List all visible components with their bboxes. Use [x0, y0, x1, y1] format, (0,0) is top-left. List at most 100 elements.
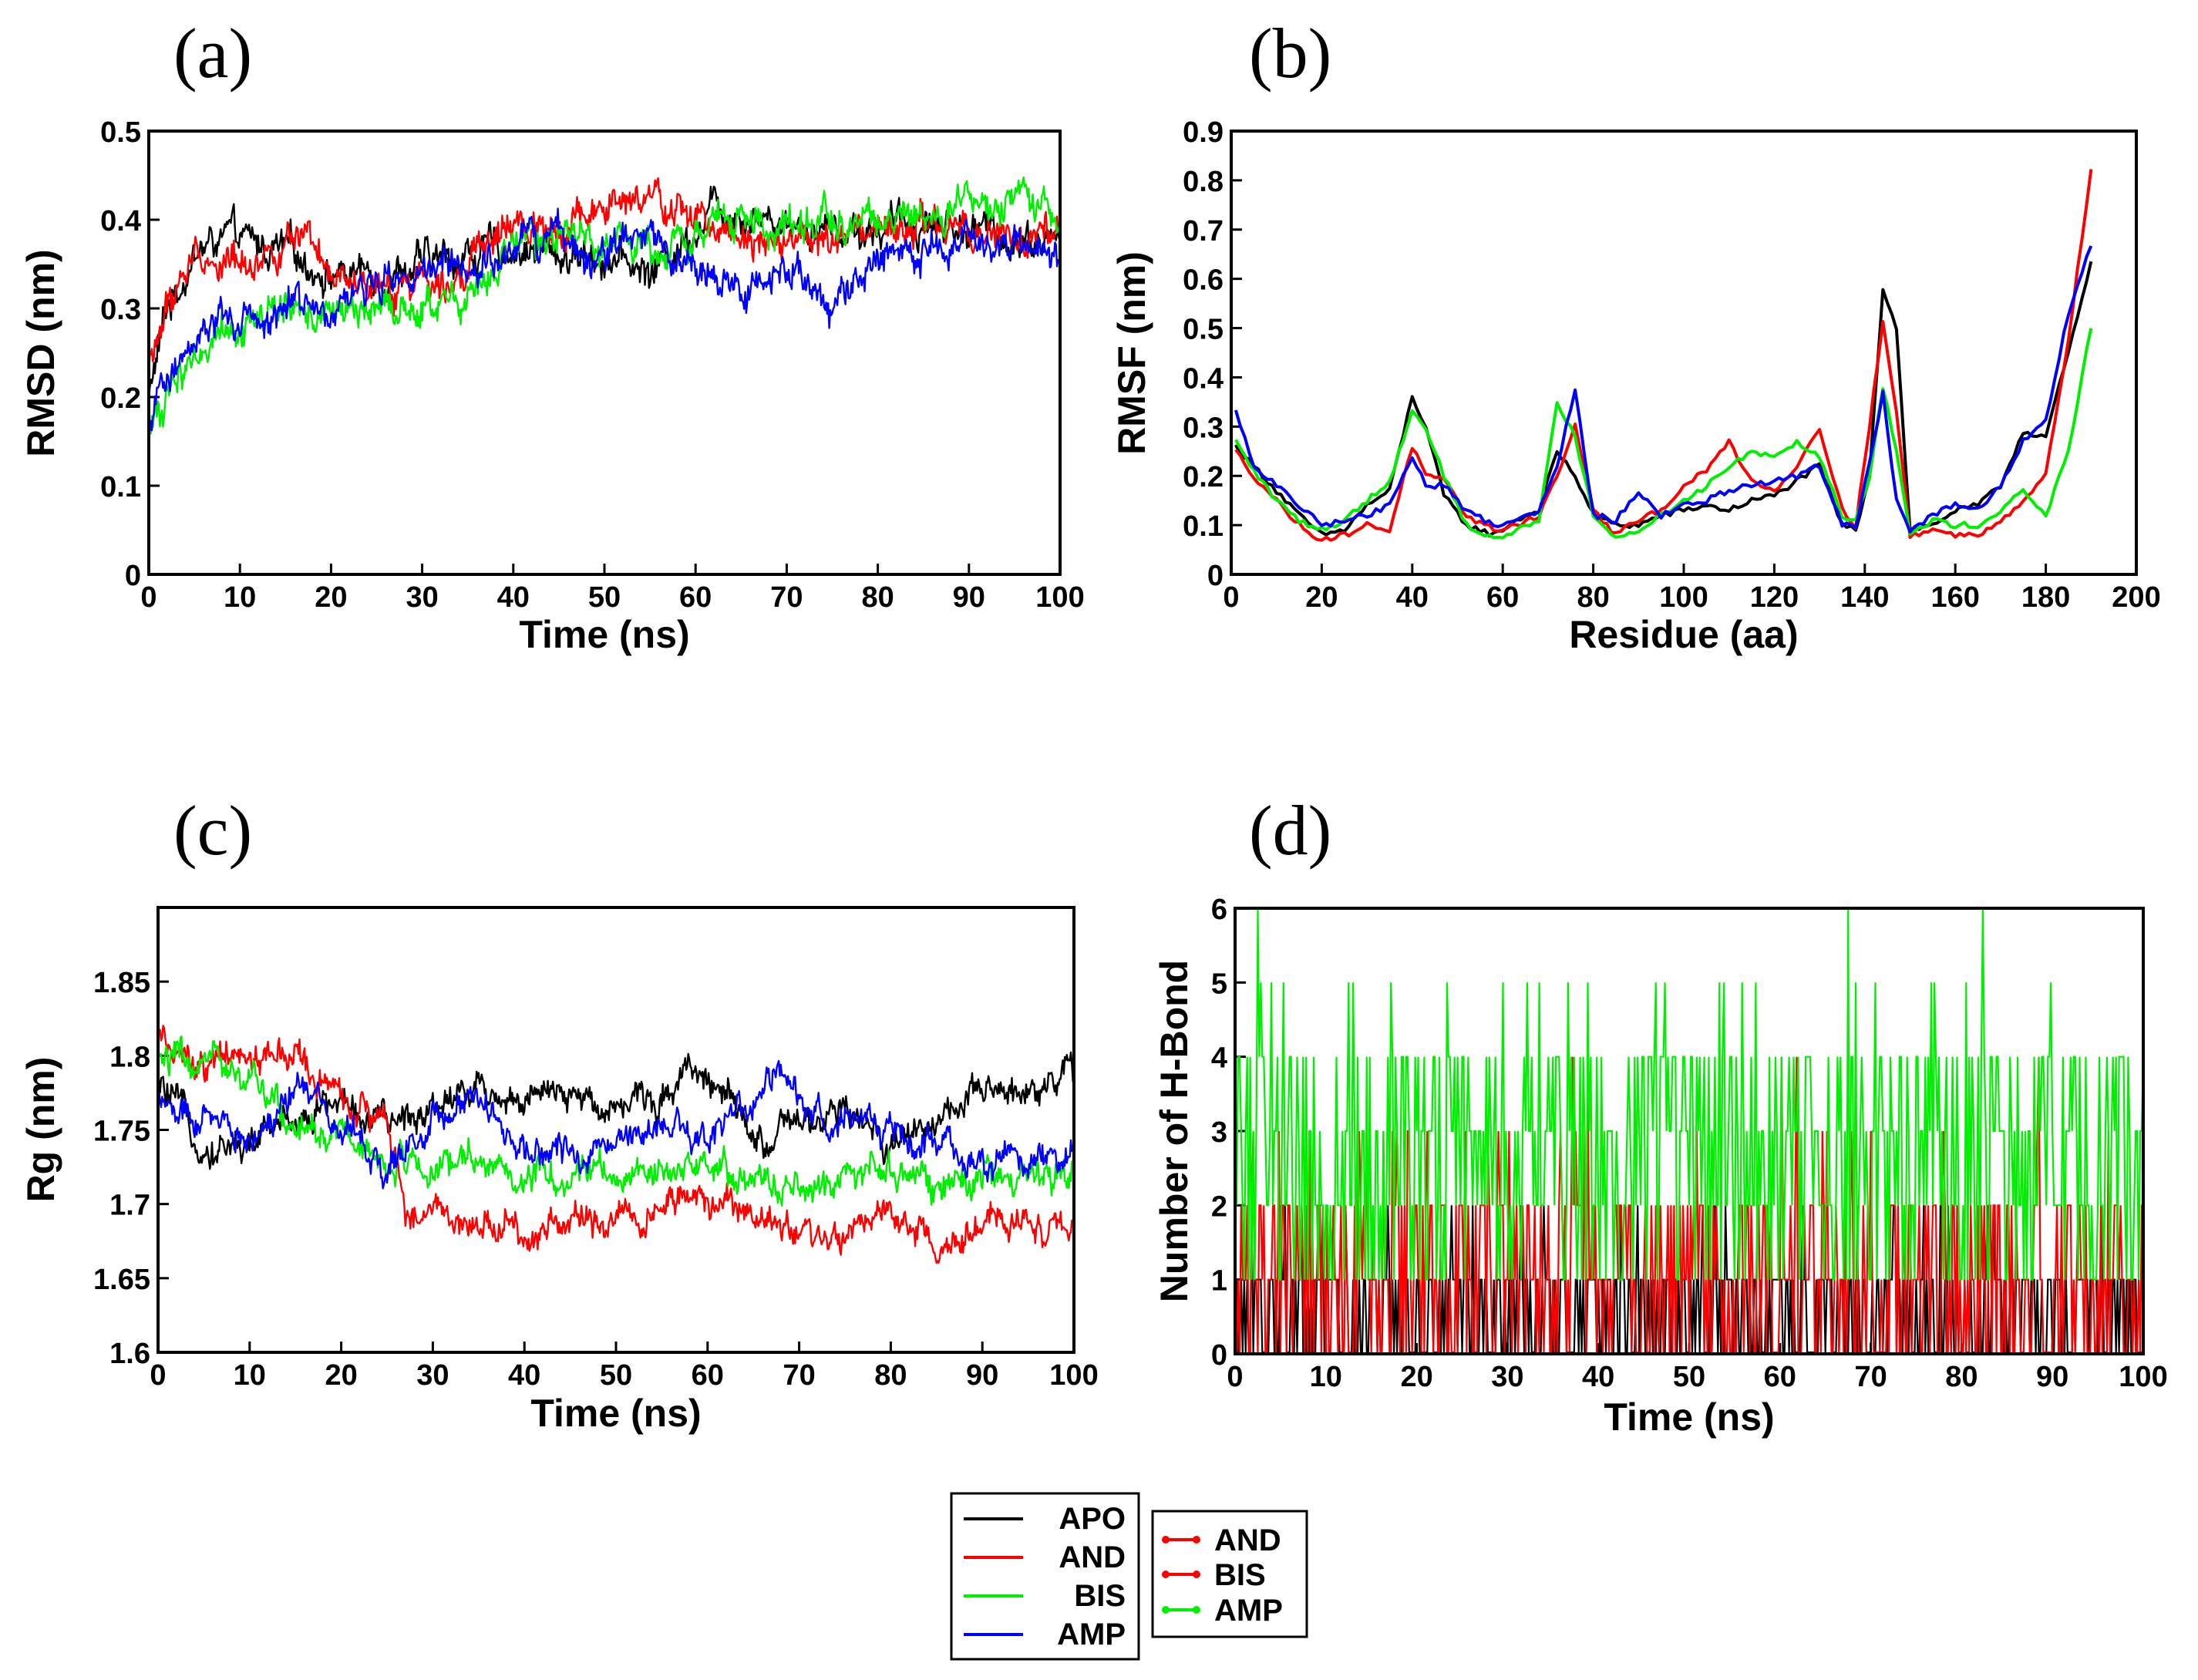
panel-b-ytick-label: 0.8	[1183, 166, 1224, 198]
panel-a-series-and	[147, 177, 1062, 376]
panel-b-xtick-label: 60	[1486, 581, 1519, 614]
panel-d-xtick-label: 80	[1945, 1361, 1978, 1393]
panel-a-series-amp	[147, 207, 1061, 435]
panel-b-xtick-label: 140	[1840, 581, 1889, 614]
panel-d-ytick-label: 6	[1211, 894, 1227, 926]
panel-b-ytick-label: 0.4	[1183, 362, 1224, 395]
panel-a-plot-frame	[147, 130, 1062, 576]
legend-main-label-amp: AMP	[1057, 1618, 1126, 1651]
panel-a-rmsd: (a) 0 10 20 30 40 50 60 70 80 90 100 0 0.1 0.2 0.3 0.4 0…	[19, 14, 1085, 656]
panel-b-ytick-label: 0	[1207, 560, 1224, 592]
panel-c-xtick-label: 40	[508, 1359, 540, 1392]
panel-c-ylabel: Rg (nm)	[19, 1057, 62, 1203]
panel-d-ytick-label: 4	[1211, 1042, 1227, 1075]
panel-d-series-amp	[1234, 909, 2145, 1281]
panel-a-xtick-label: 60	[679, 581, 712, 614]
panel-c-xtick-label: 60	[692, 1359, 724, 1392]
panel-d-xtick-label: 20	[1400, 1361, 1432, 1393]
panel-d-ylabel: Number of H-Bond	[1153, 960, 1196, 1302]
panel-c-rg: (c) 0 10 20 30 40 50 60 70 80 90 100 1.6 1.65 1.7 1.75…	[19, 791, 1099, 1435]
panel-b-xtick-label: 100	[1659, 581, 1708, 614]
panel-c-xtick-label: 80	[874, 1359, 907, 1392]
panel-a-ytick-label: 0.1	[100, 471, 141, 503]
panel-b-ytick-label: 0.7	[1183, 215, 1224, 247]
panel-b-ytick-label: 0.5	[1183, 314, 1224, 346]
legend-hbond-marker-amp	[1162, 1606, 1170, 1614]
panel-c-series-and	[157, 1025, 1075, 1264]
panel-b-xtick-label: 20	[1305, 581, 1338, 614]
panel-b-series-apo	[1234, 261, 2093, 538]
legend-hbond-marker-and	[1162, 1536, 1170, 1544]
panel-b-series-amp	[1234, 245, 2093, 534]
panel-d-xtick-label: 90	[2036, 1361, 2068, 1393]
panel-b-ytick-label: 0.6	[1183, 264, 1224, 297]
panel-c-ytick-label: 1.7	[109, 1190, 150, 1222]
panel-d-xtick-label: 0	[1227, 1361, 1243, 1393]
panel-b-rmsf: (b) 0 20 40 60 80 100 120 140 160 180 200 0 0.1 0.2 0.…	[1110, 14, 2161, 656]
panel-b-xtick-label: 120	[1750, 581, 1799, 614]
panel-d-ytick-label: 3	[1211, 1116, 1227, 1149]
panel-d-xtick-label: 10	[1310, 1361, 1342, 1393]
legend-main-label-and: AND	[1059, 1540, 1126, 1574]
panel-b-ytick-label: 0.9	[1183, 116, 1224, 149]
panel-c-label: (c)	[173, 791, 252, 870]
legend-hbond-label-bis: BIS	[1214, 1558, 1266, 1592]
panel-b-xtick-label: 0	[1223, 581, 1239, 614]
panel-c-xtick-label: 20	[325, 1359, 357, 1392]
panel-d-xtick-label: 40	[1582, 1361, 1614, 1393]
panel-d-xlabel: Time (ns)	[1604, 1396, 1774, 1439]
legend-hbond-marker-amp-end	[1193, 1606, 1200, 1614]
panel-b-xtick-label: 160	[1930, 581, 1979, 614]
panel-a-xtick-label: 0	[140, 581, 157, 614]
panel-c-ytick-label: 1.6	[109, 1338, 150, 1370]
panel-b-ytick-label: 0.1	[1183, 510, 1224, 543]
panel-b-ylabel: RMSF (nm)	[1110, 251, 1153, 455]
panel-d-hbond: (d) 0 10 20 30 40 50 60 70 80 90 100 0 1 2 3 4 5 6 Time (…	[1153, 791, 2168, 1439]
panel-a-xtick-label: 80	[861, 581, 894, 614]
panel-c-xtick-label: 90	[966, 1359, 998, 1392]
panel-a-xtick-label: 70	[770, 581, 803, 614]
legend-main-box	[950, 1492, 1140, 1661]
panel-c-ytick-label: 1.65	[93, 1264, 150, 1296]
panel-a-ytick-label: 0.3	[100, 294, 141, 326]
panel-d-label: (d)	[1249, 791, 1331, 870]
panel-a-ylabel: RMSD (nm)	[19, 249, 62, 456]
legend-hbond-marker-bis	[1162, 1571, 1170, 1578]
panel-c-plot-frame	[157, 906, 1075, 1354]
panel-b-xtick-label: 180	[2021, 581, 2070, 614]
panel-a-ytick-label: 0	[125, 560, 141, 592]
panel-a-label: (a)	[173, 14, 252, 93]
legend-main-label-apo: APO	[1059, 1502, 1126, 1536]
panel-c-xtick-label: 50	[600, 1359, 632, 1392]
panel-c-xtick-label: 70	[783, 1359, 815, 1392]
panel-a-xtick-label: 90	[953, 581, 985, 614]
panel-a-ytick-label: 0.5	[100, 116, 141, 149]
panel-c-xtick-label: 10	[234, 1359, 266, 1392]
panel-b-xtick-label: 200	[2112, 581, 2160, 614]
panel-d-ytick-label: 1	[1211, 1265, 1227, 1298]
panel-c-series-bis	[157, 1035, 1075, 1207]
panel-b-ytick-label: 0.3	[1183, 412, 1224, 444]
panel-d-xtick-label: 100	[2119, 1361, 2167, 1393]
legend-hbond-marker-bis-end	[1193, 1571, 1200, 1578]
panel-b-series-and	[1234, 169, 2093, 542]
panel-a-xtick-label: 100	[1035, 581, 1084, 614]
panel-d-ytick-label: 5	[1211, 968, 1227, 1000]
panel-b-xlabel: Residue (aa)	[1569, 613, 1798, 656]
panel-b-plot-frame	[1230, 130, 2138, 576]
panel-d-ytick-label: 0	[1211, 1339, 1227, 1372]
panel-c-xtick-label: 100	[1049, 1359, 1098, 1392]
panel-a-ytick-label: 0.2	[100, 382, 141, 415]
panel-a-xtick-label: 30	[406, 581, 438, 614]
panel-b-xtick-label: 80	[1577, 581, 1609, 614]
panel-c-ytick-label: 1.8	[109, 1041, 150, 1073]
panel-d-ytick-label: 2	[1211, 1190, 1227, 1223]
panel-d-plot-frame	[1234, 907, 2145, 1355]
panel-c-xtick-label: 30	[416, 1359, 449, 1392]
panel-b-label: (b)	[1249, 14, 1331, 93]
panel-a-xtick-label: 50	[588, 581, 621, 614]
panel-a-xtick-label: 20	[315, 581, 347, 614]
panel-c-ytick-label: 1.75	[93, 1116, 150, 1148]
panel-c-xtick-label: 0	[150, 1359, 166, 1392]
